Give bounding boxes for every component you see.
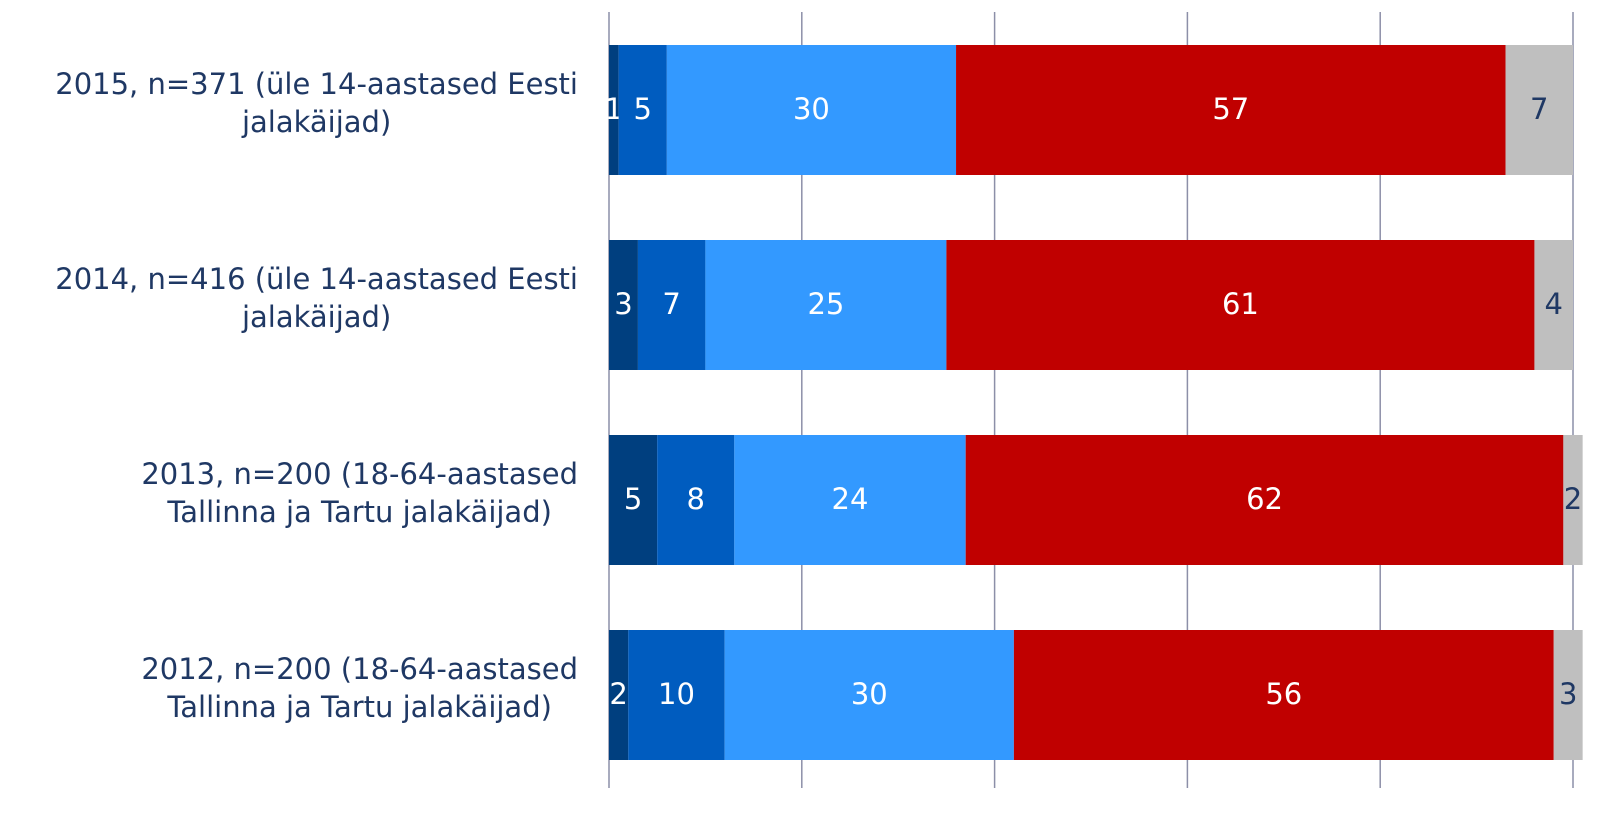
- bar-segment-3-4: [1553, 630, 1583, 760]
- data-label-0-2: 30: [793, 92, 830, 126]
- data-label-1-2: 25: [807, 287, 844, 321]
- bar-segment-2-2: [734, 435, 966, 565]
- bar-segment-2-1: [657, 435, 735, 565]
- bar-segment-0-2: [666, 45, 957, 175]
- bar-segment-1-3: [946, 240, 1535, 370]
- bar-segment-0-0: [609, 45, 619, 175]
- bar-segment-2-3: [965, 435, 1564, 565]
- data-label-1-1: 7: [662, 287, 680, 321]
- data-label-2-1: 8: [687, 482, 705, 516]
- category-label-2-line-1: Tallinna ja Tartu jalakäijad): [166, 495, 552, 529]
- data-label-0-1: 5: [634, 92, 652, 126]
- data-label-3-1: 10: [658, 677, 695, 711]
- data-label-2-3: 62: [1246, 482, 1283, 516]
- bar-segment-0-1: [618, 45, 667, 175]
- data-label-2-2: 24: [832, 482, 869, 516]
- data-label-2-0: 5: [624, 482, 642, 516]
- category-label-3-line-1: Tallinna ja Tartu jalakäijad): [166, 690, 552, 724]
- bar-segment-3-0: [609, 630, 629, 760]
- data-label-0-0: 1: [605, 92, 623, 126]
- bar-segment-0-4: [1505, 45, 1573, 175]
- bar-segment-2-4: [1563, 435, 1583, 565]
- category-label-0-line-1: jalakäijad): [241, 105, 391, 139]
- bar-segment-2-0: [609, 435, 658, 565]
- data-label-0-3: 57: [1212, 92, 1249, 126]
- data-label-3-3: 56: [1265, 677, 1302, 711]
- bar-segment-1-4: [1534, 240, 1573, 370]
- data-label-0-4: 7: [1530, 92, 1548, 126]
- bar-segment-3-1: [628, 630, 725, 760]
- category-label-1-line-0: 2014, n=416 (üle 14-aastased Eesti: [55, 262, 578, 296]
- category-label-3-line-0: 2012, n=200 (18-64-aastased: [141, 652, 578, 686]
- bar-segment-1-1: [637, 240, 706, 370]
- data-label-3-4: 3: [1559, 677, 1577, 711]
- data-label-1-4: 4: [1544, 287, 1562, 321]
- data-label-3-2: 30: [851, 677, 888, 711]
- bar-segment-3-3: [1013, 630, 1554, 760]
- bar-segment-1-2: [705, 240, 947, 370]
- data-label-3-0: 2: [609, 677, 627, 711]
- category-label-2-line-0: 2013, n=200 (18-64-aastased: [141, 457, 578, 491]
- category-label-1-line-1: jalakäijad): [241, 300, 391, 334]
- bar-segment-1-0: [609, 240, 638, 370]
- data-label-2-4: 2: [1564, 482, 1582, 516]
- data-label-1-3: 61: [1222, 287, 1259, 321]
- bar-segment-3-2: [724, 630, 1014, 760]
- category-label-0-line-0: 2015, n=371 (üle 14-aastased Eesti: [55, 67, 578, 101]
- data-label-1-0: 3: [614, 287, 632, 321]
- bar-segment-0-3: [956, 45, 1506, 175]
